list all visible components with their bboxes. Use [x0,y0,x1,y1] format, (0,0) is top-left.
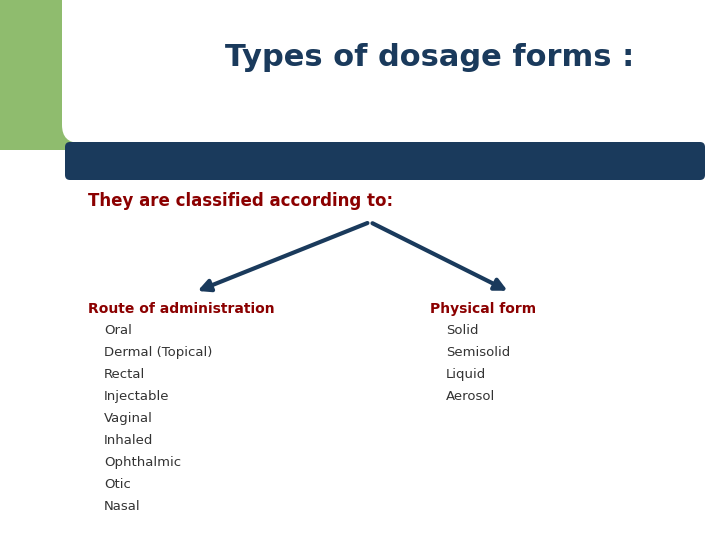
Polygon shape [0,0,130,150]
Text: Physical form: Physical form [430,302,536,316]
Text: Semisolid: Semisolid [446,346,510,359]
FancyBboxPatch shape [65,142,705,180]
Text: Rectal: Rectal [104,368,145,381]
Text: Liquid: Liquid [446,368,486,381]
Text: Nasal: Nasal [104,500,140,513]
Text: Injectable: Injectable [104,390,169,403]
Text: Types of dosage forms :: Types of dosage forms : [225,43,634,71]
Text: Solid: Solid [446,324,479,337]
Text: Ophthalmic: Ophthalmic [104,456,181,469]
FancyBboxPatch shape [62,0,720,143]
Text: They are classified according to:: They are classified according to: [88,192,393,210]
Text: Dermal (Topical): Dermal (Topical) [104,346,212,359]
Text: Otic: Otic [104,478,131,491]
Text: Inhaled: Inhaled [104,434,153,447]
Text: Route of administration: Route of administration [88,302,274,316]
Text: Aerosol: Aerosol [446,390,495,403]
Text: Vaginal: Vaginal [104,412,153,425]
Text: Oral: Oral [104,324,132,337]
